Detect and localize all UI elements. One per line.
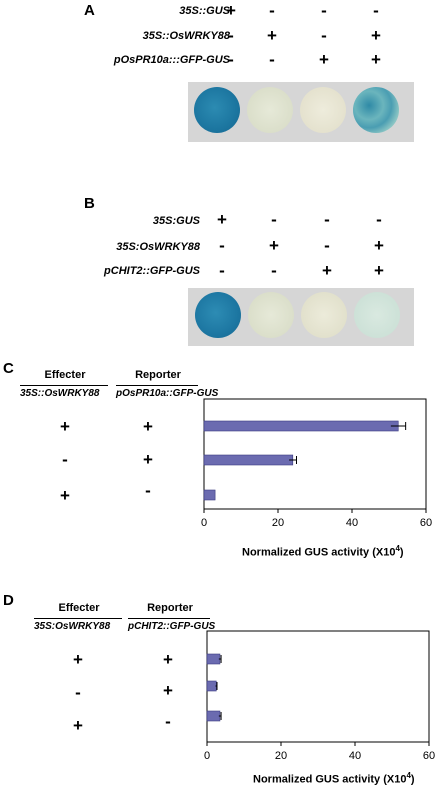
panel-d-bar-3 <box>206 710 221 722</box>
panel-a-sign-r2c3: - <box>321 26 327 45</box>
panel-b-sign-r3c1: - <box>219 261 225 280</box>
panel-c-bar-1 <box>203 420 399 432</box>
panel-a-plate-2 <box>247 87 293 133</box>
panel-d-reporter-underline <box>128 618 210 619</box>
panel-b-row-label-1: 35S:GUS <box>152 215 200 227</box>
panel-b-plate-2 <box>248 292 294 338</box>
panel-c-reporter-sign-1: + <box>143 417 153 436</box>
panel-c-reporter-sign-2: + <box>143 450 153 469</box>
panel-a-plate-1 <box>194 87 240 133</box>
panel-a-row-label-1: 35S::GUS <box>179 5 230 17</box>
panel-c-effecter-sign-2: - <box>62 450 68 469</box>
panel-d-chart: 0 20 40 60 <box>204 630 435 760</box>
panel-d-effecter-sign-3: + <box>73 716 83 735</box>
panel-a-sign-r1c1: + <box>226 1 236 20</box>
panel-b-sign-r1c3: - <box>324 210 330 229</box>
panel-a-sign-r2c4: + <box>371 26 381 45</box>
panel-c-reporter-header: Reporter <box>135 369 181 381</box>
panel-d-effecter-sign-2: - <box>75 683 81 702</box>
panel-a-letter: A <box>84 2 95 19</box>
panel-c-xtick-label-40: 40 <box>346 517 358 528</box>
panel-c-effecter-construct: 35S::OsWRKY88 <box>20 388 100 399</box>
panel-b-row-label-3: pCHIT2::GFP-GUS <box>104 265 200 277</box>
panel-a-plate-3 <box>300 87 346 133</box>
panel-b-row-label-2: 35S:OsWRKY88 <box>116 241 200 253</box>
panel-d-effecter-header: Effecter <box>58 602 100 614</box>
panel-d-xtick-label-40: 40 <box>349 750 361 760</box>
panel-c-reporter-construct: pOsPR10a::GFP-GUS <box>116 388 219 399</box>
panel-d-plot-frame <box>206 630 430 743</box>
panel-b-sign-r1c2: - <box>271 210 277 229</box>
panel-d-xlabel-end: ) <box>410 773 415 786</box>
panel-c-effecter-sign-3: + <box>60 486 70 505</box>
panel-b-plate-4 <box>354 292 400 338</box>
panel-d-bar-1 <box>206 653 221 665</box>
panel-a-row-label-3: pOsPR10a:::GFP-GUS <box>113 54 230 66</box>
panel-a-sign-r2c1: - <box>228 26 234 45</box>
panel-c-reporter-underline <box>116 385 198 386</box>
panel-c-xtick-label-20: 20 <box>272 517 284 528</box>
panel-a-sign-r1c3: - <box>321 1 327 20</box>
panel-c-reporter-sign-3: - <box>145 481 151 500</box>
panel-a-sign-r3c3: + <box>319 50 329 69</box>
panel-c-xtick-label-0: 0 <box>201 517 207 528</box>
panel-a-sign-r1c4: - <box>373 1 379 20</box>
panel-d-xtick-label-20: 20 <box>275 750 287 760</box>
panel-d-effecter-underline <box>34 618 122 619</box>
panel-c-effecter-header: Effecter <box>44 369 86 381</box>
panel-d-letter: D <box>3 592 14 609</box>
panel-a-row-label-2: 35S::OsWRKY88 <box>142 30 230 42</box>
panel-d-xlabel-sup: 4 <box>406 771 411 780</box>
panel-d-x-axis-label: Normalized GUS activity (X104) <box>253 771 415 786</box>
panel-c-chart: 0 20 40 60 <box>201 398 432 528</box>
panel-b-sign-r2c2: + <box>269 236 279 255</box>
panel-d-reporter-sign-2: + <box>163 681 173 700</box>
panel-b-sign-r3c4: + <box>374 261 384 280</box>
panel-c-effecter-sign-1: + <box>60 417 70 436</box>
panel-b-sign-r3c3: + <box>322 261 332 280</box>
panel-a-sign-r3c1: - <box>228 50 234 69</box>
panel-b-plate-3 <box>301 292 347 338</box>
panel-b-sign-r2c4: + <box>374 236 384 255</box>
panel-b-plate-1 <box>195 292 241 338</box>
panel-b-sign-r3c2: - <box>271 261 277 280</box>
panel-d-xlabel-text: Normalized GUS activity (X10 <box>253 773 407 786</box>
panel-d-bar-2 <box>206 680 217 692</box>
panel-b-sign-r2c1: - <box>219 236 225 255</box>
panel-d-effecter-construct: 35S:OsWRKY88 <box>34 621 111 632</box>
panel-c-effecter-underline <box>20 385 108 386</box>
panel-a-sign-r2c2: + <box>267 26 277 45</box>
panel-a-sign-r1c2: - <box>269 1 275 20</box>
panel-b-sign-r1c4: - <box>376 210 382 229</box>
panel-c-plot-frame <box>203 398 427 510</box>
panel-c-bar-3 <box>203 489 216 501</box>
panel-d-xtick-label-60: 60 <box>423 750 435 760</box>
panel-a-sign-r3c2: - <box>269 50 275 69</box>
panel-b-sign-r1c1: + <box>217 210 227 229</box>
panel-b-sign-r2c3: - <box>324 236 330 255</box>
panel-d-reporter-sign-3: - <box>165 712 171 731</box>
panel-c-xlabel-text: Normalized GUS activity (X10 <box>242 546 396 559</box>
panel-d-xtick-label-0: 0 <box>204 750 210 760</box>
panel-c-xtick-label-60: 60 <box>420 517 432 528</box>
panel-c-bar-2 <box>203 454 294 466</box>
panel-d-reporter-header: Reporter <box>147 602 193 614</box>
panel-b-letter: B <box>84 195 95 212</box>
panel-c-xlabel-sup: 4 <box>395 544 400 553</box>
panel-a-sign-r3c4: + <box>371 50 381 69</box>
panel-a-plate-4 <box>353 87 399 133</box>
panel-d-reporter-sign-1: + <box>163 650 173 669</box>
panel-c-xlabel-end: ) <box>399 546 404 559</box>
panel-c-x-axis-label: Normalized GUS activity (X104) <box>242 544 404 559</box>
panel-c-letter: C <box>3 360 14 377</box>
panel-d-effecter-sign-1: + <box>73 650 83 669</box>
panel-d-reporter-construct: pCHIT2::GFP-GUS <box>128 621 216 632</box>
